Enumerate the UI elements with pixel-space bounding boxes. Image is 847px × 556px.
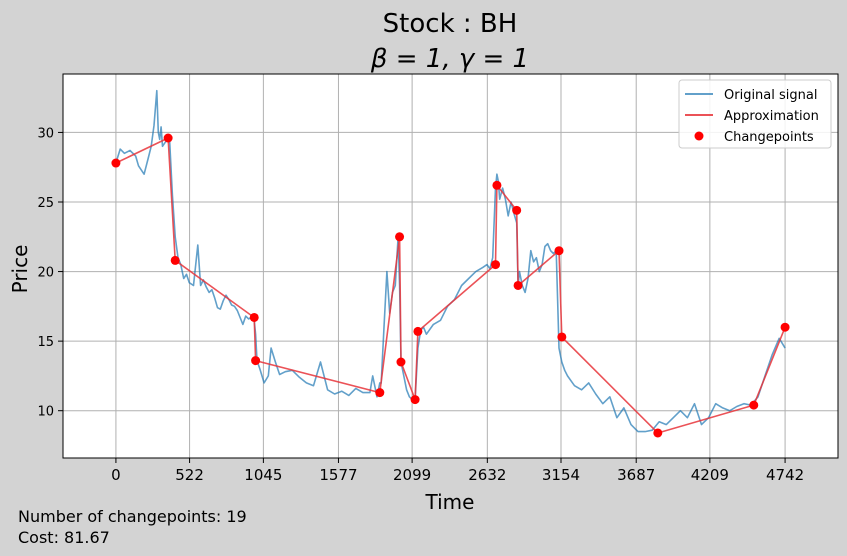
changepoint-marker (513, 280, 523, 290)
changepoint-marker (163, 133, 173, 143)
legend-label: Original signal (724, 88, 817, 103)
x-tick-label: 1045 (244, 466, 282, 484)
changepoint-marker (395, 232, 405, 242)
x-tick-label: 3687 (617, 466, 655, 484)
x-tick-label: 1577 (319, 466, 357, 484)
changepoint-marker (492, 180, 502, 190)
changepoint-marker (557, 332, 567, 342)
x-tick-label: 2099 (393, 466, 431, 484)
changepoint-marker (780, 322, 790, 332)
legend: Original signal Approximation Changepoints (678, 79, 832, 149)
changepoint-marker (170, 255, 180, 265)
legend-label: Approximation (724, 109, 819, 124)
x-tick-label: 0 (111, 466, 121, 484)
changepoint-marker (413, 326, 423, 336)
y-tick-label: 10 (37, 405, 54, 420)
chart-subtitle: β = 1, γ = 1 (370, 44, 529, 74)
x-tick-label: 4742 (766, 466, 804, 484)
changepoint-marker (653, 428, 663, 438)
changepoint-marker (396, 357, 406, 367)
changepoint-marker (375, 388, 385, 398)
x-tick-label: 3154 (542, 466, 580, 484)
y-tick-label: 15 (37, 335, 54, 350)
changepoint-marker (111, 158, 121, 168)
chart-title: Stock : BH (383, 9, 518, 39)
x-axis-label: Time (425, 490, 475, 514)
y-tick-label: 25 (37, 196, 54, 211)
y-tick-label: 30 (37, 126, 54, 141)
changepoint-marker (554, 246, 564, 256)
x-tick-label: 2632 (468, 466, 506, 484)
legend-label: Changepoints (724, 130, 814, 145)
changepoint-marker (491, 260, 501, 270)
plot-frame (62, 73, 839, 459)
y-axis-label: Price (8, 245, 32, 294)
signal-line (115, 89, 786, 433)
cost-value: Cost: 81.67 (18, 528, 110, 547)
changepoint-marker (749, 400, 759, 410)
changepoint-marker (249, 312, 259, 322)
legend-box (678, 79, 832, 149)
legend-swatch (694, 131, 704, 141)
changepoint-marker (512, 205, 522, 215)
changepoint-marker (410, 395, 420, 405)
y-tick-label: 20 (37, 266, 54, 281)
axis-ticks: 0 522 1045 1577 2099 2632 3154 3687 4209 4742 10 15… (37, 126, 804, 484)
x-tick-label: 522 (175, 466, 204, 484)
changepoint-marker (251, 356, 261, 366)
changepoint-count: Number of changepoints: 19 (18, 507, 247, 526)
series-layer (111, 89, 790, 438)
x-tick-label: 4209 (691, 466, 729, 484)
